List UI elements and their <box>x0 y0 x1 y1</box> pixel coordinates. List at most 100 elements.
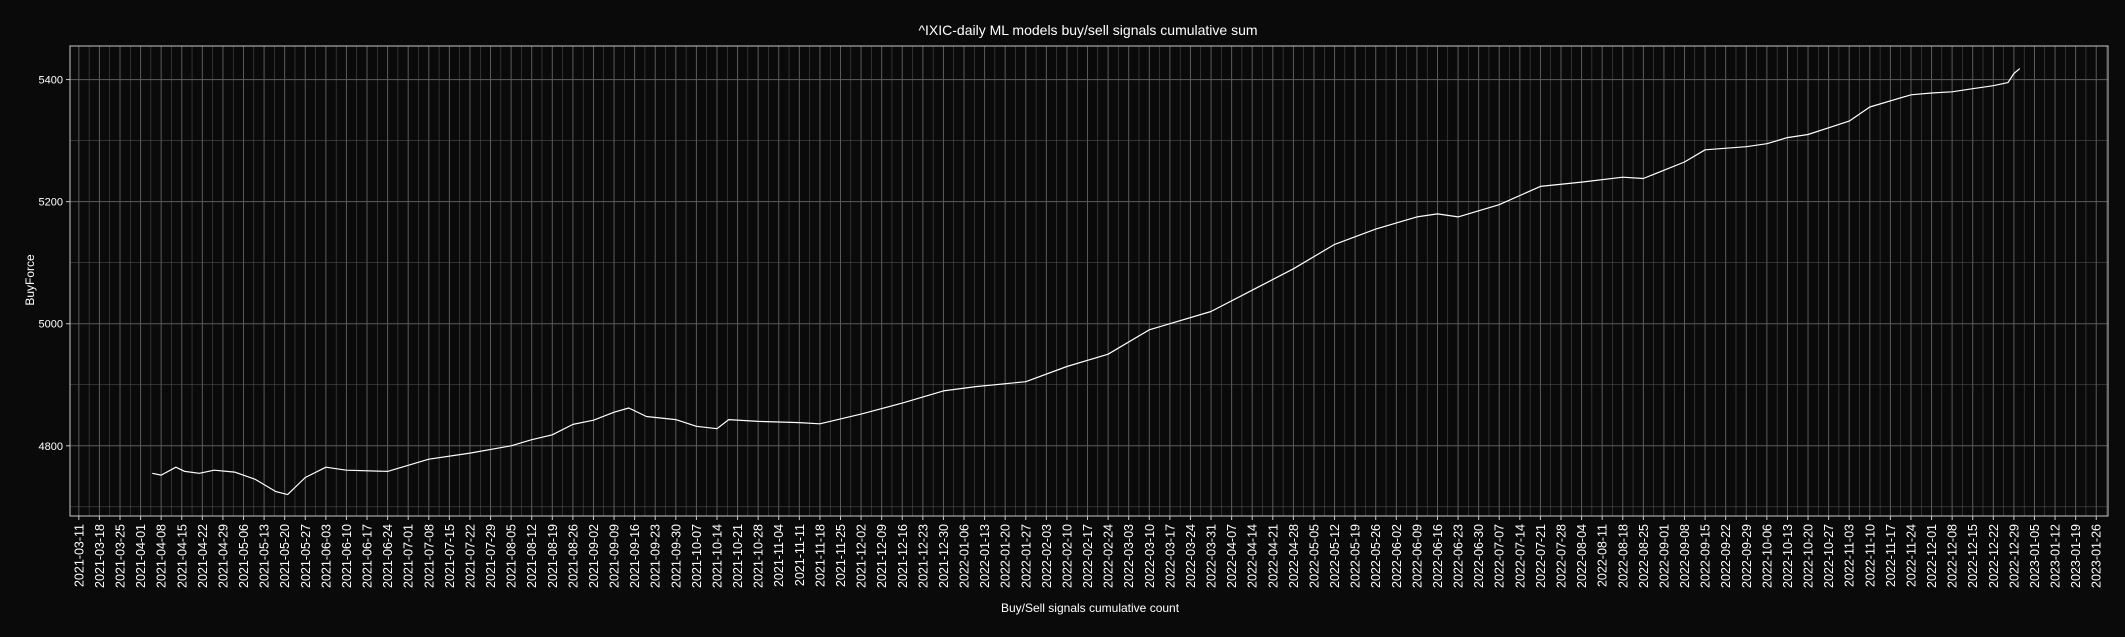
x-tick-label: 2022-02-17 <box>1081 524 1095 588</box>
x-tick-label: 2022-12-01 <box>1925 524 1939 588</box>
x-tick-label: 2022-12-08 <box>1946 524 1960 588</box>
x-tick-label: 2022-01-13 <box>978 524 992 588</box>
x-tick-label: 2021-04-08 <box>155 524 169 588</box>
x-tick-label: 2021-03-25 <box>113 524 127 588</box>
x-tick-label: 2021-07-01 <box>402 524 416 588</box>
x-tick-label: 2022-08-25 <box>1637 524 1651 588</box>
x-tick-label: 2022-06-09 <box>1410 524 1424 588</box>
x-tick-label: 2022-12-29 <box>2007 524 2021 588</box>
x-tick-label: 2022-03-31 <box>1205 524 1219 588</box>
x-tick-label: 2021-06-24 <box>381 524 395 588</box>
y-tick-label: 5200 <box>39 197 63 209</box>
x-tick-label: 2021-11-18 <box>813 524 827 587</box>
x-tick-label: 2022-05-12 <box>1328 524 1342 588</box>
x-tick-label: 2021-07-08 <box>422 524 436 588</box>
x-tick-label: 2022-12-22 <box>1987 524 2001 588</box>
x-tick-label: 2022-04-14 <box>1246 524 1260 588</box>
y-axis-title: BuyForce <box>23 254 37 306</box>
x-tick-label: 2022-03-10 <box>1143 524 1157 588</box>
x-tick-label: 2021-09-30 <box>669 524 683 588</box>
x-tick-label: 2021-11-25 <box>834 524 848 587</box>
x-tick-label: 2021-07-15 <box>443 524 457 588</box>
x-tick-label: 2021-08-19 <box>546 524 560 588</box>
x-tick-label: 2022-06-23 <box>1452 524 1466 588</box>
x-tick-label: 2021-12-16 <box>896 524 910 588</box>
x-tick-label: 2022-09-08 <box>1678 524 1692 588</box>
x-tick-label: 2022-09-29 <box>1740 524 1754 588</box>
x-tick-label: 2022-08-04 <box>1575 524 1589 588</box>
x-tick-label: 2021-06-03 <box>319 524 333 588</box>
x-tick-label: 2021-10-21 <box>731 524 745 588</box>
x-tick-label: 2022-05-26 <box>1369 524 1383 588</box>
x-tick-label: 2021-04-01 <box>134 524 148 588</box>
x-tick-label: 2021-08-26 <box>566 524 580 588</box>
x-tick-label: 2022-01-06 <box>958 524 972 588</box>
y-tick-label: 4800 <box>39 441 63 453</box>
y-tick-label: 5400 <box>39 75 63 87</box>
x-tick-label: 2021-05-27 <box>299 524 313 588</box>
x-tick-label: 2022-11-03 <box>1843 524 1857 587</box>
x-tick-label: 2022-01-20 <box>999 524 1013 588</box>
x-tick-label: 2021-09-16 <box>628 524 642 588</box>
x-tick-label: 2022-11-17 <box>1884 524 1898 587</box>
x-tick-label: 2022-03-24 <box>1184 524 1198 588</box>
x-tick-label: 2022-04-07 <box>1225 524 1239 588</box>
x-tick-label: 2021-05-06 <box>237 524 251 588</box>
x-tick-label: 2022-02-10 <box>1060 524 1074 588</box>
x-tick-label: 2022-07-21 <box>1534 524 1548 588</box>
x-tick-label: 2022-03-17 <box>1163 524 1177 588</box>
x-tick-label: 2022-04-21 <box>1266 524 1280 588</box>
x-tick-label: 2021-08-12 <box>525 524 539 588</box>
x-tick-label: 2021-12-30 <box>937 524 951 588</box>
x-tick-label: 2021-06-10 <box>340 524 354 588</box>
x-tick-label: 2023-01-26 <box>2090 524 2104 588</box>
x-tick-label: 2021-07-29 <box>484 524 498 588</box>
x-tick-label: 2022-09-01 <box>1657 524 1671 588</box>
x-tick-label: 2021-09-09 <box>608 524 622 588</box>
x-tick-label: 2021-03-18 <box>93 524 107 588</box>
x-tick-label: 2022-09-15 <box>1699 524 1713 588</box>
x-tick-label: 2021-12-09 <box>875 524 889 588</box>
x-tick-label: 2021-10-07 <box>690 524 704 588</box>
x-tick-label: 2021-05-20 <box>278 524 292 588</box>
x-tick-label: 2022-10-27 <box>1822 524 1836 588</box>
x-tick-label: 2022-05-05 <box>1307 524 1321 588</box>
x-tick-label: 2023-01-19 <box>2069 524 2083 588</box>
x-tick-label: 2022-02-03 <box>1040 524 1054 588</box>
x-tick-label: 2021-07-22 <box>463 524 477 588</box>
x-tick-label: 2021-11-04 <box>772 524 786 587</box>
x-tick-label: 2021-12-02 <box>855 524 869 588</box>
y-tick-label: 5000 <box>39 319 63 331</box>
x-axis-title: Buy/Sell signals cumulative count <box>1001 601 1180 615</box>
x-tick-label: 2022-08-11 <box>1596 524 1610 587</box>
x-tick-label: 2022-01-27 <box>1019 524 1033 588</box>
x-tick-label: 2022-06-30 <box>1472 524 1486 588</box>
x-tick-label: 2021-11-11 <box>793 524 807 586</box>
x-tick-label: 2021-06-17 <box>361 524 375 588</box>
x-tick-label: 2021-04-22 <box>196 524 210 588</box>
x-tick-label: 2021-09-23 <box>649 524 663 588</box>
x-tick-label: 2022-06-02 <box>1390 524 1404 588</box>
y-axis: 4800 5000 5200 5400 <box>39 75 70 453</box>
x-tick-label: 2022-03-03 <box>1122 524 1136 588</box>
x-tick-label: 2022-06-16 <box>1431 524 1445 588</box>
x-tick-label: 2021-10-28 <box>752 524 766 588</box>
x-tick-label: 2022-11-24 <box>1904 524 1918 587</box>
x-tick-label: 2022-07-07 <box>1493 524 1507 588</box>
x-tick-label: 2023-01-05 <box>2028 524 2042 588</box>
x-tick-label: 2023-01-12 <box>2049 524 2063 588</box>
x-tick-label: 2021-04-29 <box>216 524 230 588</box>
x-tick-label: 2022-07-14 <box>1513 524 1527 588</box>
x-tick-label: 2022-07-28 <box>1555 524 1569 588</box>
x-tick-label: 2022-02-24 <box>1102 524 1116 588</box>
x-tick-label: 2022-04-28 <box>1287 524 1301 588</box>
x-tick-label: 2021-04-15 <box>175 524 189 588</box>
x-tick-label: 2021-08-05 <box>505 524 519 588</box>
x-tick-label: 2021-03-11 <box>72 524 86 587</box>
x-tick-label: 2022-12-15 <box>1966 524 1980 588</box>
x-tick-label: 2022-10-06 <box>1760 524 1774 588</box>
x-tick-label: 2021-12-23 <box>916 524 930 588</box>
x-axis: 2021-03-11 2021-03-18 2021-03-25 2021-04-01… <box>72 516 2104 588</box>
